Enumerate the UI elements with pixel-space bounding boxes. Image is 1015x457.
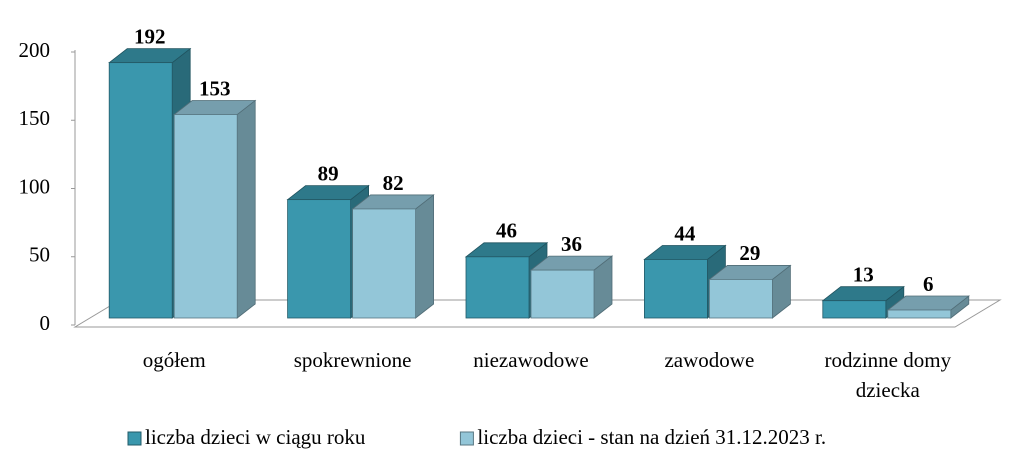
y-tick-label: 150: [19, 106, 51, 130]
bar: [352, 208, 417, 319]
bar-side: [236, 99, 256, 319]
bar: [173, 114, 238, 319]
legend-label: liczba dzieci w ciągu roku: [145, 425, 366, 449]
x-tick-label: ogółem: [142, 348, 206, 372]
data-label: 36: [561, 232, 582, 256]
bar: [530, 269, 595, 319]
y-tick-label: 50: [29, 243, 50, 267]
y-tick-label: 100: [19, 174, 51, 198]
data-label: 44: [674, 221, 696, 245]
data-label: 89: [318, 161, 339, 185]
y-tick-label: 0: [40, 311, 51, 335]
bar: [644, 259, 708, 319]
legend-label: liczba dzieci - stan na dzień 31.12.2023…: [477, 425, 826, 449]
data-label: 82: [383, 171, 404, 195]
bar: [465, 256, 530, 319]
data-label: 192: [134, 24, 166, 48]
data-label: 46: [496, 219, 517, 243]
bar: [822, 300, 887, 319]
x-tick-label: spokrewnione: [293, 348, 412, 372]
legend-swatch: [459, 431, 474, 446]
data-label: 29: [739, 241, 760, 265]
data-label: 6: [923, 272, 934, 296]
x-tick-label: rodzinne domy dziecka: [824, 348, 952, 402]
bar: [887, 309, 952, 319]
data-label: 13: [853, 263, 874, 287]
legend-swatch: [127, 431, 142, 446]
bar-side: [415, 194, 435, 319]
y-tick-label: 200: [19, 38, 51, 62]
bar: [287, 199, 352, 319]
bar: [108, 62, 173, 319]
bar: [709, 279, 773, 319]
x-tick-label: zawodowe: [664, 348, 755, 372]
data-label: 153: [199, 76, 231, 100]
x-tick-label: niezawodowe: [473, 348, 589, 372]
